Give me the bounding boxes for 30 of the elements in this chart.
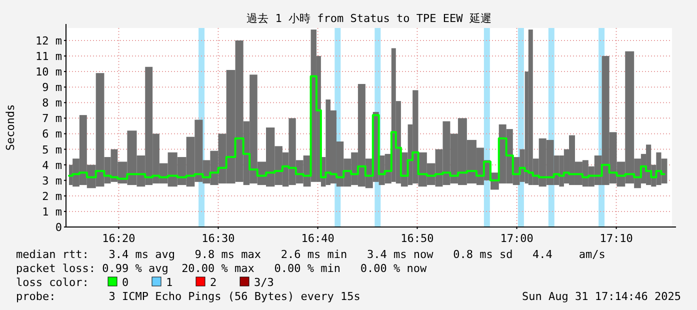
y-tick-label: 9 m — [42, 81, 62, 94]
y-tick-label: 5 m — [42, 143, 62, 156]
legend-label: 1 — [166, 276, 173, 289]
y-tick-label: 6 m — [42, 128, 62, 141]
text: median rtt: 3.4 ms avg 9.8 ms max 2.6 ms min 3.4 ms now 0.8 ms sd 4.4 am/s — [16, 248, 606, 261]
text: packet loss: 0.99 % avg 20.00 % max 0.00 % min 0.00 % now — [16, 262, 427, 275]
x-tick-label: 16:20 — [102, 232, 136, 245]
legend-label: 0 — [122, 276, 129, 289]
legend-label: 2 — [210, 276, 217, 289]
y-tick-label: 1 m — [42, 205, 62, 218]
x-tick-label: 17:10 — [600, 232, 633, 245]
x-tick-label: 16:50 — [400, 232, 434, 245]
legend-title: loss color: — [16, 276, 89, 289]
text: Sun Aug 31 17:14:46 2025 — [522, 290, 681, 303]
x-tick-label: 16:40 — [301, 232, 334, 245]
chart-title: 過去 1 小時 from Status to TPE EEW 延遲 — [246, 12, 492, 25]
y-tick-label: 4 m — [42, 158, 62, 172]
x-tick-label: 16:30 — [202, 232, 235, 245]
y-tick-label: 0 — [55, 221, 62, 234]
y-tick-label: 12 m — [36, 34, 62, 48]
y-tick-label: 7 m — [42, 112, 62, 126]
y-tick-label: 10 m — [36, 66, 62, 79]
text: probe: 3 ICMP Echo Pings (56 Bytes) every 15s — [16, 290, 360, 303]
y-axis-title: Seconds — [4, 104, 17, 151]
y-tick-label: 2 m — [42, 190, 62, 203]
y-tick-label: 8 m — [42, 96, 62, 110]
y-tick-label: 3 m — [42, 174, 62, 188]
legend-label: 3/3 — [254, 276, 274, 289]
y-tick-label: 11 m — [36, 50, 62, 63]
x-tick-label: 17:00 — [500, 232, 534, 245]
